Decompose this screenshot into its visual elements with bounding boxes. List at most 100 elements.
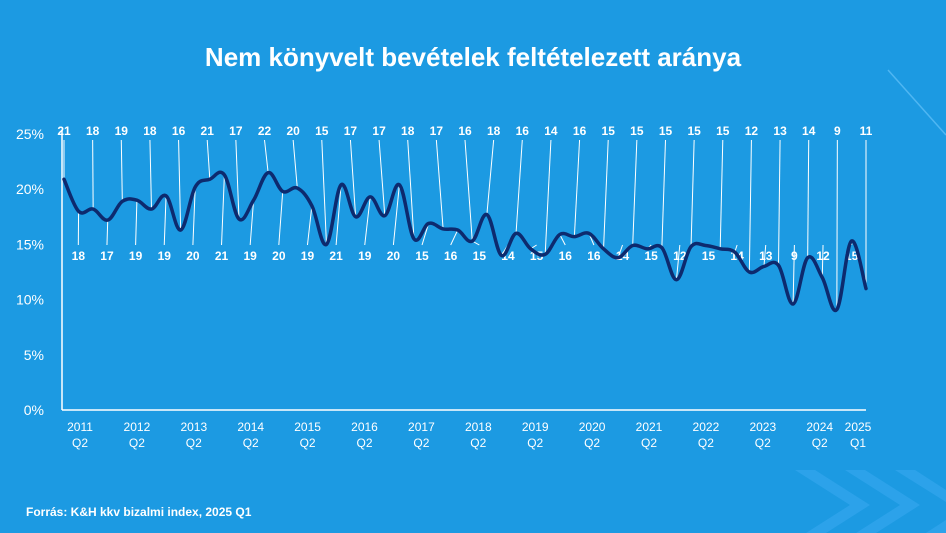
data-label: 15 bbox=[415, 249, 429, 263]
leader-line bbox=[515, 139, 523, 234]
x-tick-year-label: 2024 bbox=[806, 420, 833, 434]
leader-line bbox=[464, 139, 473, 242]
x-tick-quarter-label: Q2 bbox=[356, 436, 372, 450]
data-label: 13 bbox=[773, 124, 787, 138]
data-label: 15 bbox=[630, 124, 644, 138]
x-tick-year-label: 2016 bbox=[351, 420, 378, 434]
x-tick-quarter-label: Q2 bbox=[186, 436, 202, 450]
data-label: 15 bbox=[687, 124, 701, 138]
leader-line bbox=[632, 139, 638, 246]
x-tick-quarter-label: Q2 bbox=[72, 436, 88, 450]
data-label: 17 bbox=[100, 249, 114, 263]
data-label: 16 bbox=[516, 124, 530, 138]
leader-line bbox=[675, 244, 681, 280]
x-tick-year-label: 2022 bbox=[693, 420, 720, 434]
leader-line bbox=[792, 244, 795, 305]
data-label: 21 bbox=[57, 124, 71, 138]
leader-line bbox=[120, 139, 123, 202]
data-label: 19 bbox=[301, 249, 315, 263]
data-label: 16 bbox=[458, 124, 472, 138]
leader-line bbox=[661, 139, 666, 248]
x-tick-quarter-label: Q2 bbox=[129, 436, 145, 450]
x-tick-year-label: 2025 bbox=[845, 420, 872, 434]
leader-line bbox=[719, 139, 724, 249]
leader-line bbox=[450, 229, 459, 246]
leader-line bbox=[821, 244, 824, 278]
x-tick-quarter-label: Q2 bbox=[584, 436, 600, 450]
leader-line bbox=[421, 223, 430, 246]
data-label: 11 bbox=[860, 124, 873, 138]
y-tick-label: 25% bbox=[16, 126, 44, 142]
y-tick-label: 15% bbox=[16, 236, 44, 252]
leader-line bbox=[392, 184, 400, 246]
leader-line bbox=[135, 200, 138, 246]
leader-line bbox=[292, 139, 298, 189]
x-tick-quarter-label: Q2 bbox=[300, 436, 316, 450]
y-tick-label: 10% bbox=[16, 292, 44, 308]
leader-line bbox=[435, 139, 444, 229]
x-tick-quarter-label: Q2 bbox=[641, 436, 657, 450]
leader-line bbox=[778, 139, 781, 266]
series-line bbox=[62, 170, 868, 313]
data-label: 15 bbox=[702, 249, 716, 263]
diagonal-decoration bbox=[887, 69, 946, 136]
x-tick-quarter-label: Q2 bbox=[470, 436, 486, 450]
leader-line bbox=[192, 186, 196, 246]
data-label: 13 bbox=[759, 249, 773, 263]
leader-line bbox=[149, 139, 152, 210]
leader-line bbox=[264, 139, 269, 173]
x-tick-year-label: 2018 bbox=[465, 420, 492, 434]
data-label: 15 bbox=[473, 249, 487, 263]
chevron-decoration-icon bbox=[795, 470, 870, 533]
leader-line bbox=[235, 139, 240, 220]
data-label: 15 bbox=[315, 124, 329, 138]
data-label: 17 bbox=[229, 124, 243, 138]
x-tick-year-label: 2011 bbox=[67, 420, 93, 434]
x-tick-year-label: 2019 bbox=[522, 420, 549, 434]
data-label: 20 bbox=[286, 124, 300, 138]
leader-line bbox=[106, 220, 109, 246]
chevron-decoration-icon bbox=[895, 470, 946, 533]
data-label: 19 bbox=[243, 249, 257, 263]
leader-line bbox=[278, 191, 284, 246]
leader-line bbox=[206, 139, 211, 180]
data-label: 15 bbox=[602, 124, 616, 138]
data-label: 18 bbox=[487, 124, 501, 138]
leader-line bbox=[544, 139, 552, 255]
data-label: 9 bbox=[834, 124, 841, 138]
leader-line bbox=[92, 139, 94, 210]
y-tick-label: 20% bbox=[16, 181, 44, 197]
leader-line bbox=[306, 205, 313, 246]
data-label: 17 bbox=[344, 124, 358, 138]
data-label: 16 bbox=[573, 124, 587, 138]
leader-line bbox=[617, 244, 624, 258]
leader-line bbox=[321, 139, 327, 245]
data-label: 15 bbox=[644, 249, 658, 263]
leader-line bbox=[836, 139, 838, 310]
x-tick-year-label: 2013 bbox=[180, 420, 207, 434]
data-label: 14 bbox=[802, 124, 816, 138]
data-label: 15 bbox=[659, 124, 673, 138]
data-label: 9 bbox=[791, 249, 798, 263]
data-label: 18 bbox=[72, 249, 86, 263]
x-tick-quarter-label: Q2 bbox=[812, 436, 828, 450]
x-tick-year-label: 2020 bbox=[579, 420, 606, 434]
leader-line bbox=[407, 139, 415, 239]
y-tick-label: 5% bbox=[24, 347, 44, 363]
x-tick-year-label: 2021 bbox=[636, 420, 663, 434]
chart-title: Nem könyvelt bevételek feltételezett ará… bbox=[204, 42, 742, 72]
data-label: 21 bbox=[329, 249, 343, 263]
leader-line bbox=[603, 139, 609, 249]
data-label: 18 bbox=[143, 124, 157, 138]
data-label: 19 bbox=[358, 249, 372, 263]
x-tick-year-label: 2012 bbox=[124, 420, 151, 434]
data-label: 16 bbox=[444, 249, 458, 263]
leader-line bbox=[349, 139, 357, 217]
data-label: 19 bbox=[158, 249, 172, 263]
leader-line bbox=[163, 195, 167, 246]
data-label: 15 bbox=[716, 124, 730, 138]
data-label: 18 bbox=[401, 124, 415, 138]
data-label: 19 bbox=[115, 124, 129, 138]
